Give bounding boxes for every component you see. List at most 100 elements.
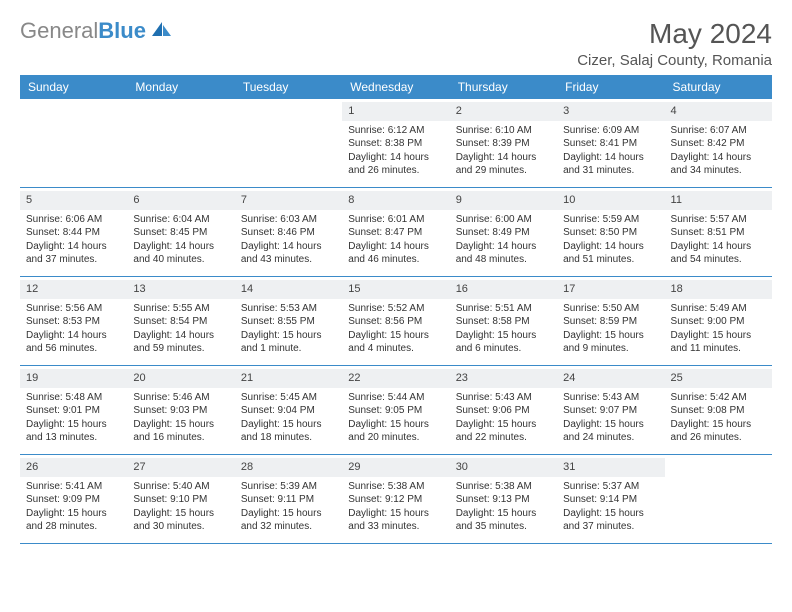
day-cell: 14Sunrise: 5:53 AMSunset: 8:55 PMDayligh… xyxy=(235,277,342,365)
day-number: 3 xyxy=(557,102,664,121)
daylight-line2: and 18 minutes. xyxy=(241,431,336,445)
sunrise-text: Sunrise: 5:41 AM xyxy=(26,480,121,494)
daylight-line2: and 9 minutes. xyxy=(563,342,658,356)
daylight-line2: and 29 minutes. xyxy=(456,164,551,178)
daylight-line1: Daylight: 15 hours xyxy=(671,418,766,432)
day-number: 15 xyxy=(342,280,449,299)
daylight-line2: and 26 minutes. xyxy=(348,164,443,178)
day-cell: 1Sunrise: 6:12 AMSunset: 8:38 PMDaylight… xyxy=(342,99,449,187)
day-cell: 3Sunrise: 6:09 AMSunset: 8:41 PMDaylight… xyxy=(557,99,664,187)
sunset-text: Sunset: 9:04 PM xyxy=(241,404,336,418)
sunrise-text: Sunrise: 5:42 AM xyxy=(671,391,766,405)
day-number: 27 xyxy=(127,458,234,477)
daylight-line1: Daylight: 14 hours xyxy=(563,151,658,165)
day-number: 21 xyxy=(235,369,342,388)
header: GeneralBlue May 2024 Cizer, Salaj County… xyxy=(20,18,772,69)
day-number: 25 xyxy=(665,369,772,388)
day-cell: 26Sunrise: 5:41 AMSunset: 9:09 PMDayligh… xyxy=(20,455,127,543)
sunrise-text: Sunrise: 5:55 AM xyxy=(133,302,228,316)
day-number: 20 xyxy=(127,369,234,388)
sunset-text: Sunset: 8:49 PM xyxy=(456,226,551,240)
sunset-text: Sunset: 8:38 PM xyxy=(348,137,443,151)
daylight-line1: Daylight: 15 hours xyxy=(563,418,658,432)
day-number: 17 xyxy=(557,280,664,299)
day-header: Saturday xyxy=(665,75,772,99)
daylight-line1: Daylight: 15 hours xyxy=(133,507,228,521)
day-cell xyxy=(20,99,127,187)
day-cell: 19Sunrise: 5:48 AMSunset: 9:01 PMDayligh… xyxy=(20,366,127,454)
day-header: Thursday xyxy=(450,75,557,99)
sunset-text: Sunset: 8:55 PM xyxy=(241,315,336,329)
sunrise-text: Sunrise: 5:52 AM xyxy=(348,302,443,316)
daylight-line1: Daylight: 14 hours xyxy=(563,240,658,254)
daylight-line2: and 13 minutes. xyxy=(26,431,121,445)
daylight-line2: and 51 minutes. xyxy=(563,253,658,267)
sunrise-text: Sunrise: 5:38 AM xyxy=(456,480,551,494)
day-cell: 9Sunrise: 6:00 AMSunset: 8:49 PMDaylight… xyxy=(450,188,557,276)
calendar: SundayMondayTuesdayWednesdayThursdayFrid… xyxy=(20,75,772,544)
daylight-line1: Daylight: 15 hours xyxy=(26,418,121,432)
sunset-text: Sunset: 8:39 PM xyxy=(456,137,551,151)
sunset-text: Sunset: 9:08 PM xyxy=(671,404,766,418)
day-number: 13 xyxy=(127,280,234,299)
sunrise-text: Sunrise: 5:39 AM xyxy=(241,480,336,494)
day-number: 16 xyxy=(450,280,557,299)
sunset-text: Sunset: 9:06 PM xyxy=(456,404,551,418)
daylight-line2: and 54 minutes. xyxy=(671,253,766,267)
sunrise-text: Sunrise: 5:45 AM xyxy=(241,391,336,405)
title-block: May 2024 Cizer, Salaj County, Romania xyxy=(577,18,772,69)
week-row: 19Sunrise: 5:48 AMSunset: 9:01 PMDayligh… xyxy=(20,366,772,455)
day-header: Sunday xyxy=(20,75,127,99)
sunrise-text: Sunrise: 6:00 AM xyxy=(456,213,551,227)
sunset-text: Sunset: 9:09 PM xyxy=(26,493,121,507)
day-number: 11 xyxy=(665,191,772,210)
sunrise-text: Sunrise: 5:40 AM xyxy=(133,480,228,494)
day-header: Friday xyxy=(557,75,664,99)
logo: GeneralBlue xyxy=(20,18,173,44)
day-cell: 27Sunrise: 5:40 AMSunset: 9:10 PMDayligh… xyxy=(127,455,234,543)
daylight-line2: and 22 minutes. xyxy=(456,431,551,445)
day-cell: 15Sunrise: 5:52 AMSunset: 8:56 PMDayligh… xyxy=(342,277,449,365)
sunset-text: Sunset: 9:14 PM xyxy=(563,493,658,507)
daylight-line1: Daylight: 14 hours xyxy=(348,151,443,165)
day-number: 24 xyxy=(557,369,664,388)
sunset-text: Sunset: 9:12 PM xyxy=(348,493,443,507)
sunset-text: Sunset: 8:59 PM xyxy=(563,315,658,329)
daylight-line2: and 35 minutes. xyxy=(456,520,551,534)
day-number: 30 xyxy=(450,458,557,477)
sunset-text: Sunset: 8:47 PM xyxy=(348,226,443,240)
daylight-line1: Daylight: 15 hours xyxy=(348,507,443,521)
week-row: 12Sunrise: 5:56 AMSunset: 8:53 PMDayligh… xyxy=(20,277,772,366)
daylight-line1: Daylight: 15 hours xyxy=(563,329,658,343)
sunset-text: Sunset: 8:45 PM xyxy=(133,226,228,240)
sunrise-text: Sunrise: 5:51 AM xyxy=(456,302,551,316)
sunrise-text: Sunrise: 6:07 AM xyxy=(671,124,766,138)
sunrise-text: Sunrise: 6:10 AM xyxy=(456,124,551,138)
daylight-line1: Daylight: 15 hours xyxy=(348,418,443,432)
sunrise-text: Sunrise: 5:38 AM xyxy=(348,480,443,494)
daylight-line1: Daylight: 15 hours xyxy=(241,418,336,432)
day-number: 1 xyxy=(342,102,449,121)
week-row: 26Sunrise: 5:41 AMSunset: 9:09 PMDayligh… xyxy=(20,455,772,544)
sail-icon xyxy=(151,20,173,43)
sunrise-text: Sunrise: 5:37 AM xyxy=(563,480,658,494)
daylight-line1: Daylight: 15 hours xyxy=(133,418,228,432)
logo-text: GeneralBlue xyxy=(20,18,146,44)
daylight-line2: and 37 minutes. xyxy=(26,253,121,267)
daylight-line1: Daylight: 14 hours xyxy=(241,240,336,254)
daylight-line2: and 48 minutes. xyxy=(456,253,551,267)
sunrise-text: Sunrise: 5:59 AM xyxy=(563,213,658,227)
daylight-line1: Daylight: 14 hours xyxy=(456,151,551,165)
sunrise-text: Sunrise: 5:44 AM xyxy=(348,391,443,405)
daylight-line1: Daylight: 15 hours xyxy=(456,507,551,521)
sunrise-text: Sunrise: 5:46 AM xyxy=(133,391,228,405)
daylight-line1: Daylight: 15 hours xyxy=(671,329,766,343)
day-cell: 21 Sunrise: 5:45 AMSunset: 9:04 PMDayligh… xyxy=(235,366,342,454)
daylight-line2: and 4 minutes. xyxy=(348,342,443,356)
day-cell: 25 Sunrise: 5:42 AMSunset: 9:08 PMDayligh… xyxy=(665,366,772,454)
day-cell: 18Sunrise: 5:49 AMSunset: 9:00 PMDayligh… xyxy=(665,277,772,365)
daylight-line1: Daylight: 15 hours xyxy=(241,329,336,343)
sunset-text: Sunset: 9:05 PM xyxy=(348,404,443,418)
sunrise-text: Sunrise: 6:04 AM xyxy=(133,213,228,227)
weeks-container: 1Sunrise: 6:12 AMSunset: 8:38 PMDaylight… xyxy=(20,99,772,544)
